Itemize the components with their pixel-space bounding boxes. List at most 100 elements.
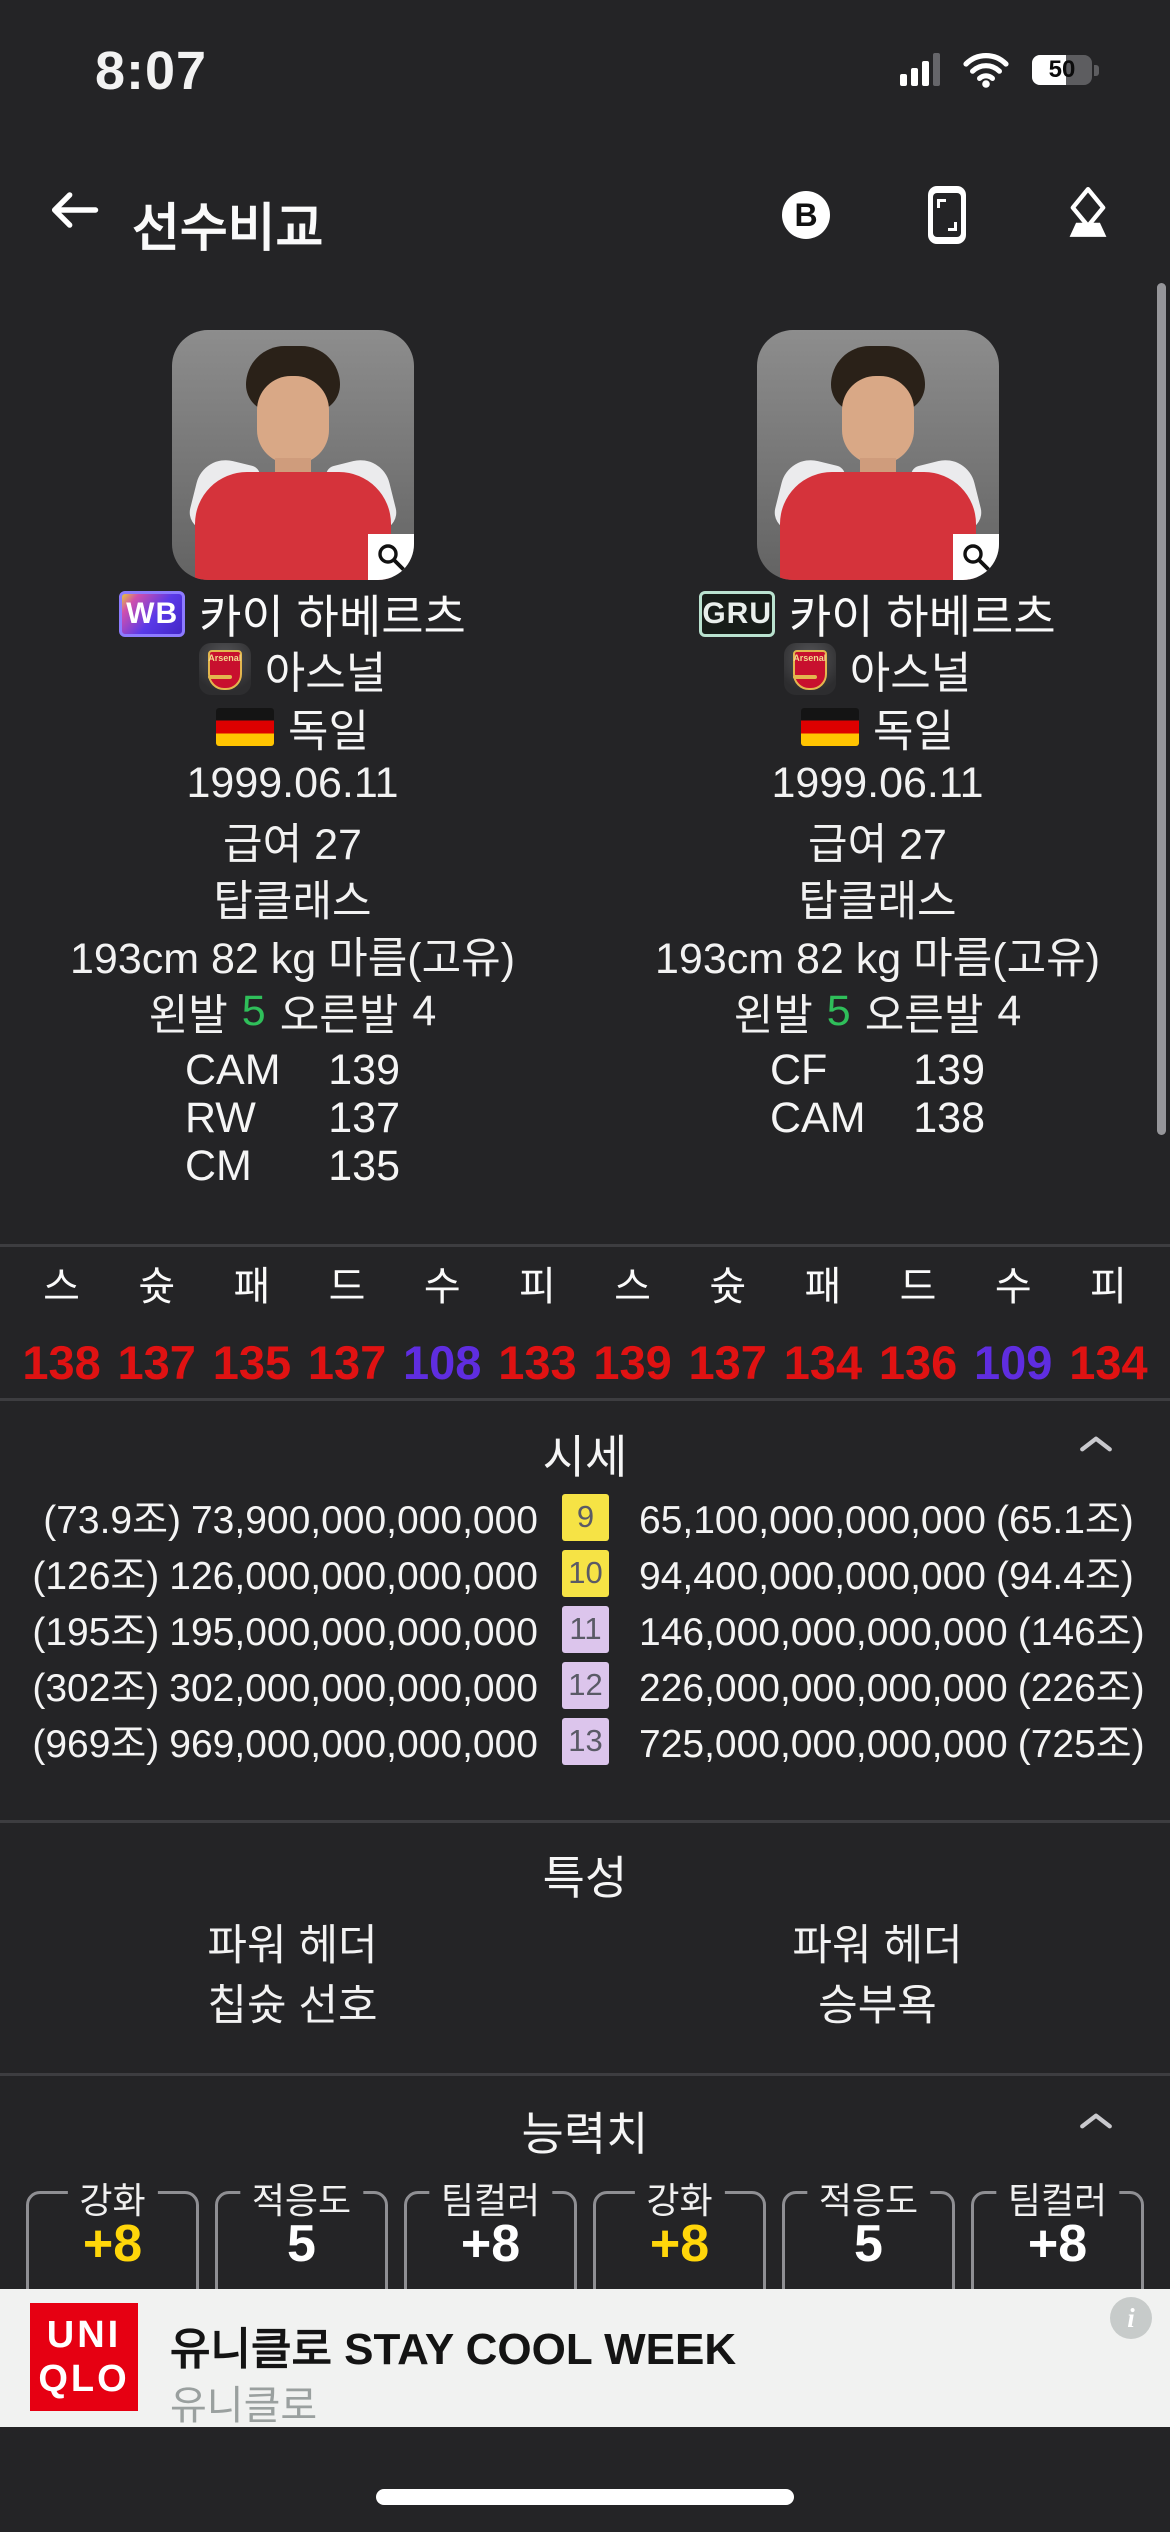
price-right-cell: 725,000,000,000,000 (725조) <box>639 1713 1170 1769</box>
team-crest-cannon <box>207 675 232 679</box>
magnifier-icon[interactable] <box>952 534 999 580</box>
trait: 승부욕 <box>818 1982 937 2030</box>
body-spec: 193cm 82 kg 마름(고유) <box>69 934 516 983</box>
section-divider <box>0 1820 1170 1823</box>
collapse-chevron-icon[interactable] <box>1078 1433 1114 1458</box>
player-name-row: WB 카이 하베르츠 <box>0 588 585 643</box>
ad-info-icon[interactable]: i <box>1110 2297 1152 2339</box>
stat-label: 드 <box>899 1265 937 1309</box>
stat-cell: 수 108 <box>395 1262 490 1390</box>
price-row: (302조) 302,000,000,000,000 12 226,000,000… <box>0 1657 1170 1713</box>
foot-row: 왼발 5 오른발 4 <box>0 983 585 1040</box>
ability-box: 강화 +8 <box>593 2172 766 2341</box>
stat-label: 피 <box>519 1265 556 1309</box>
team-name: 아스널 <box>264 649 387 698</box>
position-code: CAM <box>770 1093 866 1142</box>
price-table: (73.9조) 73,900,000,000,000 9 65,100,000,0… <box>0 1489 1170 1769</box>
stat-cell: 수 109 <box>966 1262 1061 1390</box>
stat-cell: 슛 137 <box>680 1262 775 1390</box>
traits-column-left: 파워 헤더 칩슛 선호 <box>0 1912 585 2032</box>
stat-cell: 드 137 <box>299 1262 394 1390</box>
back-button[interactable] <box>46 188 102 235</box>
price-right-value: 65,100,000,000,000 <box>639 1499 987 1542</box>
cellular-signal-icon <box>900 50 940 90</box>
price-level-badge: 12 <box>562 1661 609 1709</box>
price-left-cell: (126조) 126,000,000,000,000 <box>0 1545 538 1601</box>
birthdate: 1999.06.11 <box>771 759 984 807</box>
ability-value: 5 <box>854 2215 883 2273</box>
body-spec: 193cm 82 kg 마름(고유) <box>654 934 1101 983</box>
player-photo[interactable] <box>171 330 414 580</box>
ability-box: 팀컬러 +8 <box>971 2172 1144 2341</box>
stat-cell: 드 136 <box>870 1262 965 1390</box>
player-photo[interactable] <box>756 330 999 580</box>
price-left-value: 195,000,000,000,000 <box>169 1611 538 1654</box>
team-crest-cannon <box>792 675 817 679</box>
ability-value: +8 <box>82 2215 143 2273</box>
stat-value: 137 <box>117 1336 196 1389</box>
team-crest-shield <box>207 650 242 690</box>
bp-currency-icon[interactable]: B <box>782 191 830 239</box>
stat-value: 133 <box>498 1336 577 1389</box>
tier-label: 탑클래스 <box>798 877 957 926</box>
tier-label: 탑클래스 <box>213 877 372 926</box>
price-left-note: (302조) <box>32 1667 160 1710</box>
nation-name: 독일 <box>288 706 369 756</box>
ability-label: 팀컬러 <box>995 2172 1120 2224</box>
stat-label: 드 <box>328 1265 366 1309</box>
ability-label: 팀컬러 <box>428 2172 553 2224</box>
position-row: CAM 139 <box>185 1046 400 1094</box>
player-photo-art <box>779 472 976 580</box>
team-crest-icon: Arsenal <box>198 643 251 695</box>
player-column-right: GRU 카이 하베르츠 Arsenal 아스널 독일 1999.06.11 급여… <box>585 330 1170 1142</box>
price-level-badge: 13 <box>562 1717 609 1765</box>
magnifier-icon[interactable] <box>367 534 414 580</box>
price-section-header[interactable]: 시세 <box>0 1421 1170 1483</box>
bp-currency-letter: B <box>794 196 818 233</box>
home-indicator[interactable] <box>376 2489 794 2505</box>
position-code: CM <box>185 1141 252 1190</box>
collapse-chevron-icon[interactable] <box>1078 2110 1114 2135</box>
stat-value: 138 <box>22 1336 101 1389</box>
stat-value: 134 <box>783 1336 863 1389</box>
price-left-cell: (73.9조) 73,900,000,000,000 <box>0 1489 538 1545</box>
player-photo-art <box>841 376 914 464</box>
team-crest-label: Arsenal <box>793 653 827 663</box>
position-code: CAM <box>185 1045 281 1094</box>
positions-list: CF 139 CAM 138 <box>770 1046 985 1142</box>
ad-banner[interactable]: UNI QLO 유니클로 STAY COOL WEEK 유니클로 i <box>0 2289 1170 2428</box>
card-tier-badge: GRU <box>699 591 775 637</box>
right-foot-label: 오른발 <box>279 991 399 1040</box>
abilities-section-header[interactable]: 능력치 <box>0 2098 1170 2160</box>
price-row: (126조) 126,000,000,000,000 10 94,400,000,… <box>0 1545 1170 1601</box>
price-left-value: 126,000,000,000,000 <box>169 1555 538 1598</box>
ink-stamp-icon[interactable] <box>1064 186 1112 244</box>
price-row: (969조) 969,000,000,000,000 13 725,000,000… <box>0 1713 1170 1769</box>
germany-flag-icon <box>216 707 275 746</box>
positions-list: CAM 139 RW 137 CM 135 <box>185 1046 400 1190</box>
team-row: Arsenal 아스널 <box>0 640 585 698</box>
nation-row: 독일 <box>0 698 585 756</box>
stat-value: 109 <box>974 1336 1053 1389</box>
nation-name: 독일 <box>873 706 954 756</box>
price-right-note: (226조) <box>1017 1667 1145 1710</box>
team-crest-shield <box>792 650 827 690</box>
stat-label: 피 <box>1090 1265 1127 1309</box>
ability-label: 강화 <box>634 2172 725 2224</box>
ability-box: 적응도 5 <box>215 2172 388 2341</box>
position-code: RW <box>185 1093 256 1142</box>
right-foot-rating: 4 <box>412 987 437 1035</box>
left-foot-rating: 5 <box>826 987 851 1035</box>
position-overall: 139 <box>913 1045 985 1094</box>
position-overall: 135 <box>328 1141 400 1190</box>
device-screenshot-icon[interactable] <box>928 186 966 244</box>
stat-label: 패 <box>804 1265 842 1309</box>
price-left-cell: (302조) 302,000,000,000,000 <box>0 1657 538 1713</box>
stat-label: 스 <box>614 1265 651 1309</box>
ability-value: +8 <box>1027 2215 1088 2273</box>
player-name-row: GRU 카이 하베르츠 <box>585 588 1170 643</box>
ability-label: 강화 <box>67 2172 158 2224</box>
scrollbar-thumb[interactable] <box>1157 283 1166 1135</box>
germany-flag-icon <box>801 707 860 746</box>
stat-value: 137 <box>688 1336 767 1389</box>
